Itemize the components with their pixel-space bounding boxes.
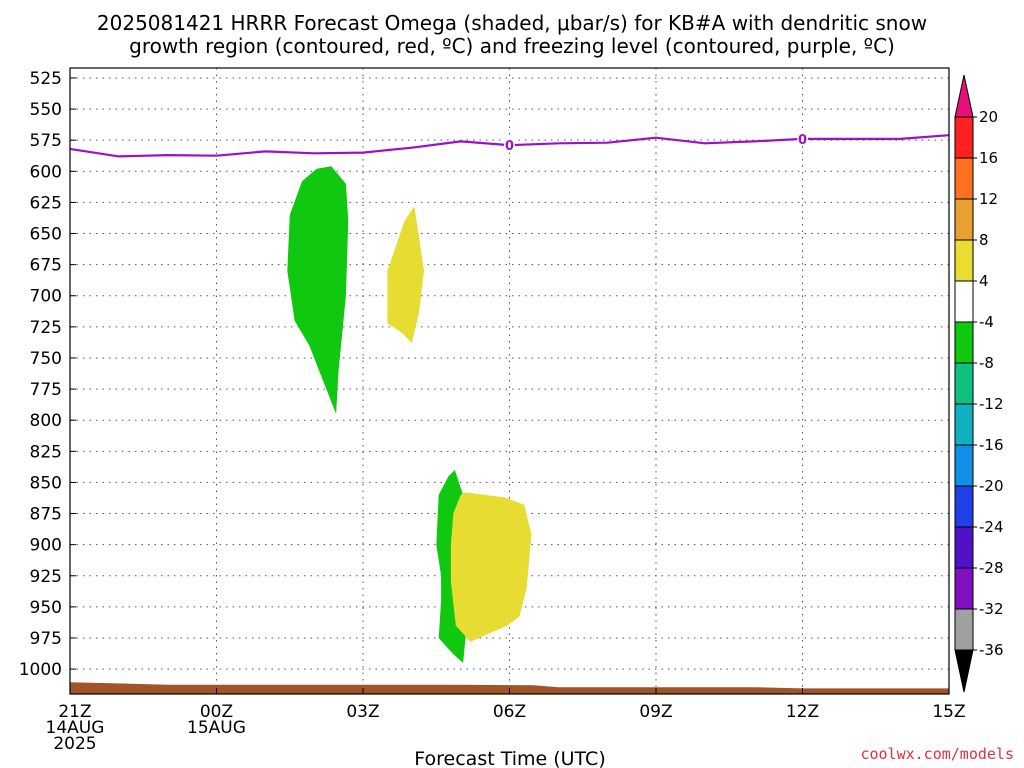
colorbar-label-5: -4	[979, 313, 994, 331]
colorbar-swatch-2	[954, 157, 974, 200]
colorbar-swatch-13	[954, 608, 974, 651]
colorbar-swatch-10	[954, 485, 974, 528]
colorbar-swatch-7	[954, 362, 974, 405]
y-tick-label-625: 625	[30, 193, 62, 213]
x-tick-label-0-2: 2025	[53, 734, 96, 754]
y-tick-label-675: 675	[30, 256, 62, 276]
colorbar-bottom-arrow	[954, 649, 974, 693]
colorbar-swatch-3	[954, 198, 974, 241]
omega-region-2	[387, 206, 424, 343]
colorbar-label-13: -36	[979, 641, 1004, 659]
colorbar: 20 16 12 8 4 -4 -8 -12 -16 -20 -24 -28 -32 -36	[954, 74, 1004, 693]
x-tick-label-3-0: 00Z	[200, 702, 233, 722]
y-tick-label-925: 925	[30, 567, 62, 587]
colorbar-label-8: -16	[979, 436, 1004, 454]
y-tick-label-600: 600	[30, 162, 62, 182]
y-axis-ticks: 525 550 575 600 625 650 675 700 725 750 775 800 825 8…	[19, 69, 76, 680]
y-tick-label-650: 650	[30, 225, 62, 245]
colorbar-label-4: 4	[979, 272, 989, 290]
colorbar-top-arrow	[954, 74, 974, 118]
x-axis-label: Forecast Time (UTC)	[414, 748, 605, 768]
colorbar-label-12: -32	[979, 600, 1004, 618]
colorbar-swatch-12	[954, 567, 974, 610]
omega-region-1	[287, 166, 349, 414]
colorbar-swatch-4	[954, 239, 974, 282]
colorbar-label-11: -28	[979, 559, 1004, 577]
credit-text: coolwx.com/models	[860, 745, 1014, 763]
y-tick-label-875: 875	[30, 505, 62, 525]
chart-title-line-2: growth region (contoured, red, ºC) and f…	[129, 34, 895, 58]
y-tick-label-950: 950	[30, 598, 62, 618]
y-tick-label-900: 900	[30, 536, 62, 556]
omega-region-4	[450, 492, 532, 642]
freezing-level-label: 0	[505, 139, 514, 154]
colorbar-swatch-8	[954, 403, 974, 446]
colorbar-label-1: 16	[979, 149, 998, 167]
chart-title-line-1: 2025081421 HRRR Forecast Omega (shaded, …	[97, 11, 927, 35]
colorbar-swatch-6	[954, 321, 974, 364]
x-tick-label-18-0: 15Z	[932, 702, 965, 722]
y-tick-label-575: 575	[30, 131, 62, 151]
omega-shading	[287, 166, 532, 663]
y-tick-label-825: 825	[30, 442, 62, 462]
colorbar-label-7: -12	[979, 395, 1004, 413]
x-tick-label-15-0: 12Z	[786, 702, 819, 722]
y-tick-label-725: 725	[30, 318, 62, 338]
y-tick-label-775: 775	[30, 380, 62, 400]
colorbar-label-10: -24	[979, 518, 1004, 536]
y-tick-label-750: 750	[30, 349, 62, 369]
x-tick-label-0-0: 21Z	[58, 702, 91, 722]
colorbar-label-6: -8	[979, 354, 994, 372]
colorbar-swatch-1	[954, 116, 974, 159]
x-tick-label-6-0: 03Z	[346, 702, 379, 722]
colorbar-swatch-5	[954, 280, 974, 323]
colorbar-label-0: 20	[979, 108, 998, 126]
colorbar-label-3: 8	[979, 231, 989, 249]
y-tick-label-975: 975	[30, 629, 62, 649]
x-tick-label-12-0: 09Z	[639, 702, 672, 722]
x-tick-label-0-1: 14AUG	[46, 718, 105, 738]
x-tick-label-9-0: 06Z	[493, 702, 526, 722]
y-tick-label-1000: 1000	[19, 660, 62, 680]
colorbar-label-9: -20	[979, 477, 1004, 495]
colorbar-swatch-11	[954, 526, 974, 569]
y-tick-label-550: 550	[30, 100, 62, 120]
freezing-level-label: 0	[798, 133, 807, 148]
freezing-level-line	[69, 134, 950, 158]
y-tick-label-850: 850	[30, 473, 62, 493]
y-tick-label-700: 700	[30, 287, 62, 307]
colorbar-swatch-9	[954, 444, 974, 487]
y-tick-label-525: 525	[30, 69, 62, 89]
y-tick-label-800: 800	[30, 411, 62, 431]
colorbar-label-2: 12	[979, 190, 998, 208]
x-tick-label-3-1: 15AUG	[187, 718, 246, 738]
